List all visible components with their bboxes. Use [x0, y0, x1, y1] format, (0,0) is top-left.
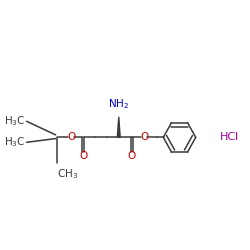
Text: HCl: HCl [220, 132, 239, 142]
Text: O: O [67, 132, 75, 142]
Text: NH$_2$: NH$_2$ [108, 98, 129, 112]
Text: H$_3$C: H$_3$C [4, 114, 26, 128]
Text: O: O [128, 151, 136, 161]
Text: O: O [140, 132, 148, 142]
Text: O: O [79, 151, 87, 161]
Text: CH$_3$: CH$_3$ [57, 167, 78, 181]
Polygon shape [117, 117, 120, 137]
Text: H$_3$C: H$_3$C [4, 136, 26, 149]
